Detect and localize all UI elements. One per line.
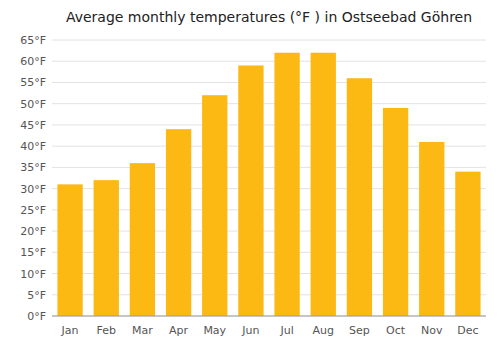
bar (166, 129, 191, 316)
bar (94, 180, 119, 316)
y-tick-label: 15°F (20, 246, 46, 259)
chart-container: Average monthly temperatures (°F ) in Os… (0, 0, 500, 350)
y-tick-label: 0°F (27, 310, 46, 323)
y-tick-label: 45°F (20, 119, 46, 132)
x-tick-label: Sep (349, 324, 370, 337)
grid-line (52, 61, 486, 62)
bar (202, 95, 227, 316)
x-tick-label: Oct (386, 324, 406, 337)
x-tick-label: Nov (421, 324, 443, 337)
bar (419, 142, 444, 316)
grid (52, 40, 486, 316)
grid-line (52, 40, 486, 41)
y-tick-label: 55°F (20, 76, 46, 89)
grid-line (52, 82, 486, 83)
y-tick-label: 10°F (20, 268, 46, 281)
y-tick-label: 20°F (20, 225, 46, 238)
grid-line (52, 103, 486, 104)
bar (57, 184, 82, 316)
bar (455, 172, 480, 316)
x-axis: Jan Feb Mar Apr May Jun Jul Aug Sep Oct Nov Dec (52, 316, 486, 337)
y-axis: 0°F 5°F 10°F 15°F 20°F 25°F 30°F 35°F 40°F 45°F 50… (20, 34, 46, 323)
y-tick-label: 30°F (20, 183, 46, 196)
bar (130, 163, 155, 316)
x-tick-label: Dec (457, 324, 478, 337)
y-tick-label: 65°F (20, 34, 46, 47)
x-tick-label: Apr (169, 324, 189, 337)
x-tick-label: Aug (313, 324, 334, 337)
grid-line (52, 316, 486, 317)
x-tick-label: Jul (279, 324, 293, 337)
y-tick-label: 60°F (20, 55, 46, 68)
x-tick-label: Jun (241, 324, 259, 337)
bar (238, 65, 263, 316)
title: Average monthly temperatures (°F ) in Os… (66, 9, 472, 25)
bars (57, 53, 480, 316)
y-tick-label: 25°F (20, 204, 46, 217)
grid-line (52, 124, 486, 125)
y-tick-label: 5°F (27, 289, 46, 302)
bar (347, 78, 372, 316)
chart-svg: Average monthly temperatures (°F ) in Os… (0, 0, 500, 350)
x-tick-label: Mar (132, 324, 153, 337)
x-tick-label: Jan (61, 324, 79, 337)
y-tick-label: 40°F (20, 140, 46, 153)
bar (274, 53, 299, 316)
bar (383, 108, 408, 316)
x-tick-label: May (203, 324, 226, 337)
y-tick-label: 50°F (20, 98, 46, 111)
x-tick-label: Feb (97, 324, 116, 337)
y-tick-label: 35°F (20, 161, 46, 174)
x-axis-line (52, 316, 486, 317)
bar (311, 53, 336, 316)
